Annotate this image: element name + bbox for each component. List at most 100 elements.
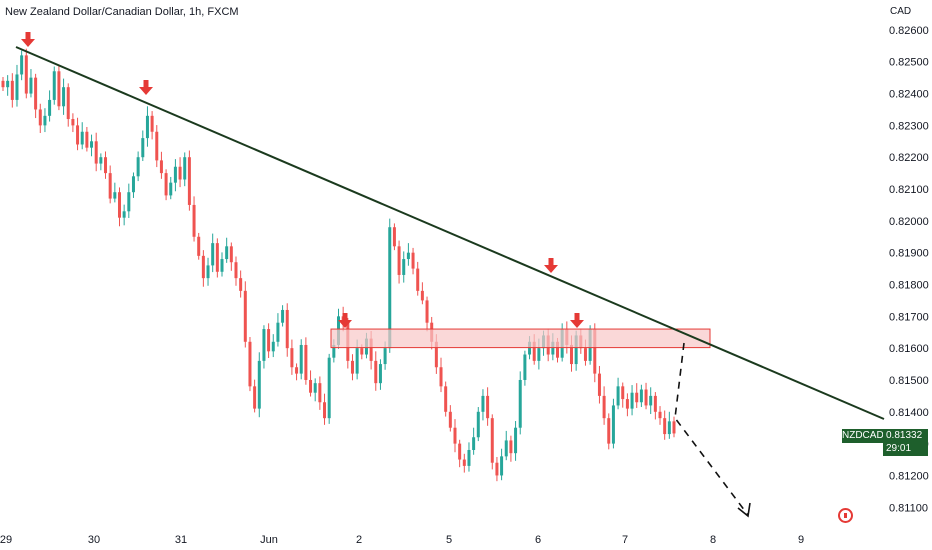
candle-body — [248, 341, 252, 387]
y-tick-label: 0.82300 — [889, 120, 929, 132]
candle-body — [509, 440, 513, 454]
candle-body — [29, 77, 33, 94]
x-tick-label: 5 — [446, 534, 452, 546]
y-tick-label: 0.82500 — [889, 57, 929, 69]
y-tick-label: 0.81700 — [889, 311, 929, 323]
candle-body — [6, 80, 10, 88]
candle-body — [486, 395, 490, 419]
tradingview-logo-icon[interactable] — [838, 508, 853, 523]
candle-body — [528, 341, 532, 355]
y-tick-label: 0.82400 — [889, 89, 929, 101]
projection-arrowhead — [737, 502, 751, 518]
candle-body — [383, 348, 387, 365]
candle-body — [504, 440, 508, 457]
candle-body — [490, 418, 494, 463]
y-tick-label: 0.81100 — [889, 502, 928, 514]
down-arrow-icon — [574, 313, 580, 321]
candle-body — [369, 338, 373, 361]
candle-body — [406, 252, 410, 260]
candle-body — [24, 55, 28, 94]
candle-body — [481, 395, 485, 412]
candle-body — [262, 329, 266, 361]
down-arrow-icon — [570, 320, 584, 328]
candle-body — [630, 392, 634, 409]
candle-body — [15, 74, 19, 100]
y-tick-label: 0.81800 — [889, 280, 929, 292]
candle-body — [355, 348, 359, 374]
candle-body — [159, 160, 163, 174]
down-arrow-icon — [143, 80, 149, 88]
candle-body — [425, 300, 429, 323]
down-arrow-icon — [139, 87, 153, 95]
projection-path — [674, 342, 749, 516]
y-tick-label: 0.82100 — [889, 184, 929, 196]
candle-body — [611, 405, 615, 444]
candle-body — [276, 322, 280, 342]
candle-body — [313, 383, 317, 393]
candle-body — [658, 411, 662, 419]
candle-body — [453, 427, 457, 444]
candle-body — [239, 278, 243, 291]
candle-body — [43, 115, 47, 126]
candle-body — [583, 348, 587, 361]
candle-body — [523, 354, 527, 380]
x-tick-label: 2 — [356, 534, 362, 546]
down-arrow-icon — [338, 320, 352, 328]
candle-body — [593, 329, 597, 374]
candle-body — [20, 55, 24, 75]
candle-body — [52, 71, 56, 100]
candle-body — [206, 265, 210, 279]
candle-body — [164, 173, 168, 196]
x-tick-label: 30 — [88, 534, 100, 546]
candle-body — [653, 395, 657, 412]
x-tick-label: 9 — [798, 534, 804, 546]
candles-layer — [1, 48, 676, 482]
candle-body — [462, 459, 466, 466]
candle-body — [257, 360, 261, 409]
x-tick-label: 31 — [175, 534, 187, 546]
down-arrow-icon — [25, 32, 31, 40]
candle-body — [122, 211, 126, 218]
candle-body — [649, 395, 653, 406]
candle-body — [597, 373, 601, 396]
candle-body — [10, 80, 14, 100]
candle-body — [1, 80, 5, 88]
candle-body — [644, 389, 648, 406]
candle-body — [281, 309, 285, 323]
down-arrow-icon — [544, 265, 558, 273]
y-tick-label: 0.81500 — [889, 375, 929, 387]
overlays-layer — [15, 32, 885, 518]
candle-body — [38, 109, 42, 126]
candle-body — [295, 367, 299, 374]
candle-body — [99, 157, 103, 164]
candle-body — [271, 341, 275, 352]
candle-body — [304, 344, 308, 380]
candle-body — [467, 449, 471, 466]
candle-body — [556, 341, 560, 358]
y-tick-label: 0.81600 — [889, 343, 929, 355]
candle-body — [625, 399, 629, 409]
candle-body — [397, 246, 401, 275]
candle-body — [472, 437, 476, 450]
x-tick-label: Jun — [260, 534, 278, 546]
candle-body — [551, 341, 555, 355]
candle-body — [117, 192, 121, 218]
candle-body — [569, 344, 573, 365]
candle-body — [663, 418, 667, 435]
down-arrow-icon — [342, 313, 348, 321]
candle-body — [192, 204, 196, 237]
y-tick-label: 0.82600 — [889, 25, 929, 37]
x-tick-label: 6 — [535, 534, 541, 546]
candle-body — [439, 367, 443, 387]
candle-body — [76, 125, 80, 145]
candle-body — [211, 243, 215, 266]
candle-body — [635, 392, 639, 403]
trendline — [15, 46, 885, 420]
candle-body — [607, 418, 611, 444]
candle-body — [201, 255, 205, 279]
candle-body — [360, 348, 364, 355]
candle-body — [500, 456, 504, 476]
candle-body — [318, 383, 322, 403]
candle-body — [514, 427, 518, 454]
